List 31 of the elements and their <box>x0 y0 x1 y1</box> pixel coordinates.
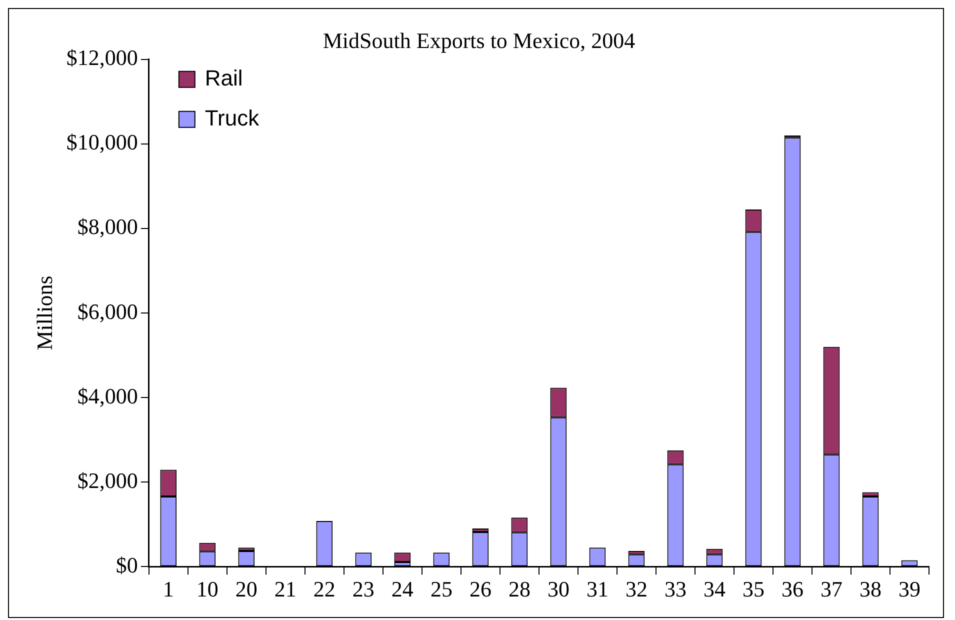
x-tick-label: 26 <box>469 576 492 602</box>
x-tick-label: 33 <box>664 576 686 602</box>
x-tick-label: 39 <box>898 576 920 602</box>
x-tick-label: 25 <box>430 576 452 602</box>
x-tick-label: 36 <box>781 576 804 602</box>
legend-label: Rail <box>204 65 243 90</box>
x-tick-label: 31 <box>586 576 608 602</box>
x-tick-label: 34 <box>703 576 726 602</box>
y-tick-label: $4,000 <box>77 383 138 408</box>
y-tick-label: $10,000 <box>66 130 138 155</box>
y-tick-label: $6,000 <box>77 298 138 324</box>
x-tick-label: 22 <box>313 576 336 602</box>
x-tick-label: 30 <box>547 576 570 602</box>
x-tick-label: 10 <box>196 576 218 602</box>
x-tick-label: 38 <box>859 576 882 602</box>
x-tick-label: 32 <box>625 576 648 602</box>
y-tick-label: $8,000 <box>77 214 138 240</box>
y-tick-label: $0 <box>116 552 138 578</box>
x-tick-label: 24 <box>391 576 414 602</box>
legend-label: Truck <box>204 105 260 130</box>
x-tick-label: 20 <box>235 576 258 602</box>
x-tick-label: 37 <box>820 576 842 602</box>
y-tick-label: $2,000 <box>77 468 138 493</box>
chart-title: MidSouth Exports to Mexico, 2004 <box>322 28 636 53</box>
x-tick-label: 35 <box>742 576 764 602</box>
x-tick-label: 1 <box>162 576 174 602</box>
y-axis-title: Millions <box>32 276 57 350</box>
x-tick-label: 23 <box>352 576 374 602</box>
x-tick-label: 21 <box>274 576 296 602</box>
y-tick-label: $12,000 <box>66 45 138 70</box>
x-tick-label: 28 <box>508 576 530 602</box>
